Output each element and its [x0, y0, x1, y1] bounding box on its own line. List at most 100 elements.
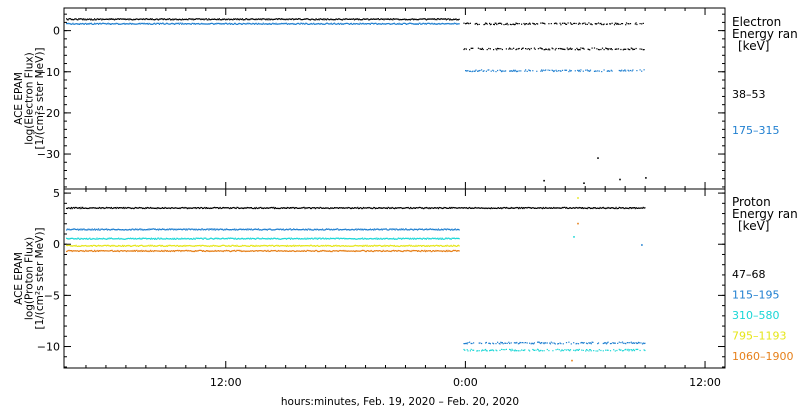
data-point: [292, 245, 294, 247]
data-point: [449, 228, 451, 230]
data-point: [622, 350, 624, 352]
data-point: [262, 228, 264, 230]
data-point: [359, 250, 361, 252]
data-point: [221, 23, 224, 25]
data-point: [130, 207, 132, 210]
data-point: [123, 250, 125, 252]
data-point: [156, 18, 158, 20]
data-point: [639, 23, 641, 25]
data-point: [405, 245, 407, 247]
data-point: [89, 228, 91, 230]
data-point: [355, 23, 357, 25]
data-point: [498, 22, 500, 24]
data-point: [196, 23, 198, 25]
data-point: [636, 70, 638, 72]
data-series: [66, 197, 579, 248]
data-point: [197, 245, 200, 247]
data-point: [588, 207, 590, 209]
data-point: [470, 47, 472, 49]
data-point: [343, 229, 345, 231]
data-series: [66, 22, 645, 73]
data-point: [589, 342, 592, 344]
data-point: [577, 197, 579, 199]
data-point: [88, 207, 90, 210]
data-point: [219, 228, 221, 230]
data-point: [496, 23, 498, 26]
data-point: [403, 250, 405, 252]
data-point: [191, 207, 193, 209]
data-point: [237, 23, 240, 25]
data-point: [201, 22, 203, 24]
data-point: [70, 19, 72, 21]
data-point: [603, 49, 605, 51]
data-point: [186, 23, 188, 25]
data-point: [257, 23, 259, 25]
data-point: [117, 18, 119, 20]
data-point: [451, 19, 453, 21]
data-point: [219, 238, 221, 240]
data-point: [620, 342, 622, 344]
data-point: [324, 245, 326, 247]
data-point: [221, 19, 223, 21]
data-point: [357, 228, 359, 230]
data-point: [75, 244, 77, 246]
data-point: [176, 250, 178, 252]
data-point: [94, 18, 96, 20]
data-point: [414, 238, 416, 240]
data-point: [446, 238, 448, 240]
data-point: [98, 237, 100, 240]
data-point: [442, 229, 444, 231]
data-point: [305, 238, 308, 240]
data-point: [258, 207, 260, 209]
data-point: [197, 207, 199, 209]
data-point: [256, 19, 258, 21]
data-point: [76, 19, 78, 21]
data-point: [424, 245, 426, 247]
data-point: [143, 22, 145, 24]
data-point: [173, 237, 176, 239]
data-point: [174, 238, 176, 240]
data-point: [181, 22, 184, 24]
data-point: [429, 237, 431, 240]
data-point: [329, 18, 332, 20]
data-point: [593, 47, 596, 49]
data-point: [341, 19, 343, 21]
data-point: [309, 229, 311, 231]
data-point: [614, 350, 616, 352]
data-point: [293, 250, 295, 252]
data-point: [413, 245, 415, 247]
data-point: [262, 18, 264, 20]
data-point: [347, 206, 349, 209]
data-point: [406, 245, 408, 247]
data-point: [146, 207, 148, 209]
data-point: [509, 23, 511, 25]
data-point: [202, 207, 204, 210]
data-point: [134, 238, 136, 240]
data-point: [209, 245, 211, 248]
data-point: [332, 207, 334, 209]
data-point: [228, 237, 230, 239]
data-point: [334, 245, 336, 247]
data-point: [122, 18, 124, 20]
data-point: [450, 250, 452, 253]
data-point: [189, 250, 192, 252]
data-point: [221, 250, 224, 252]
data-point: [420, 251, 422, 253]
data-point: [209, 228, 211, 230]
data-point: [94, 207, 96, 209]
data-point: [405, 237, 407, 239]
data-point: [239, 228, 241, 230]
data-point: [198, 18, 200, 20]
data-point: [343, 237, 345, 239]
data-point: [280, 23, 282, 25]
data-point: [410, 250, 412, 253]
data-point: [187, 23, 189, 25]
data-point: [517, 350, 519, 352]
data-point: [246, 207, 248, 209]
data-point: [225, 250, 227, 252]
data-point: [157, 250, 159, 252]
data-point: [613, 207, 616, 210]
data-point: [91, 245, 93, 247]
data-point: [211, 207, 213, 209]
data-point: [424, 18, 426, 20]
